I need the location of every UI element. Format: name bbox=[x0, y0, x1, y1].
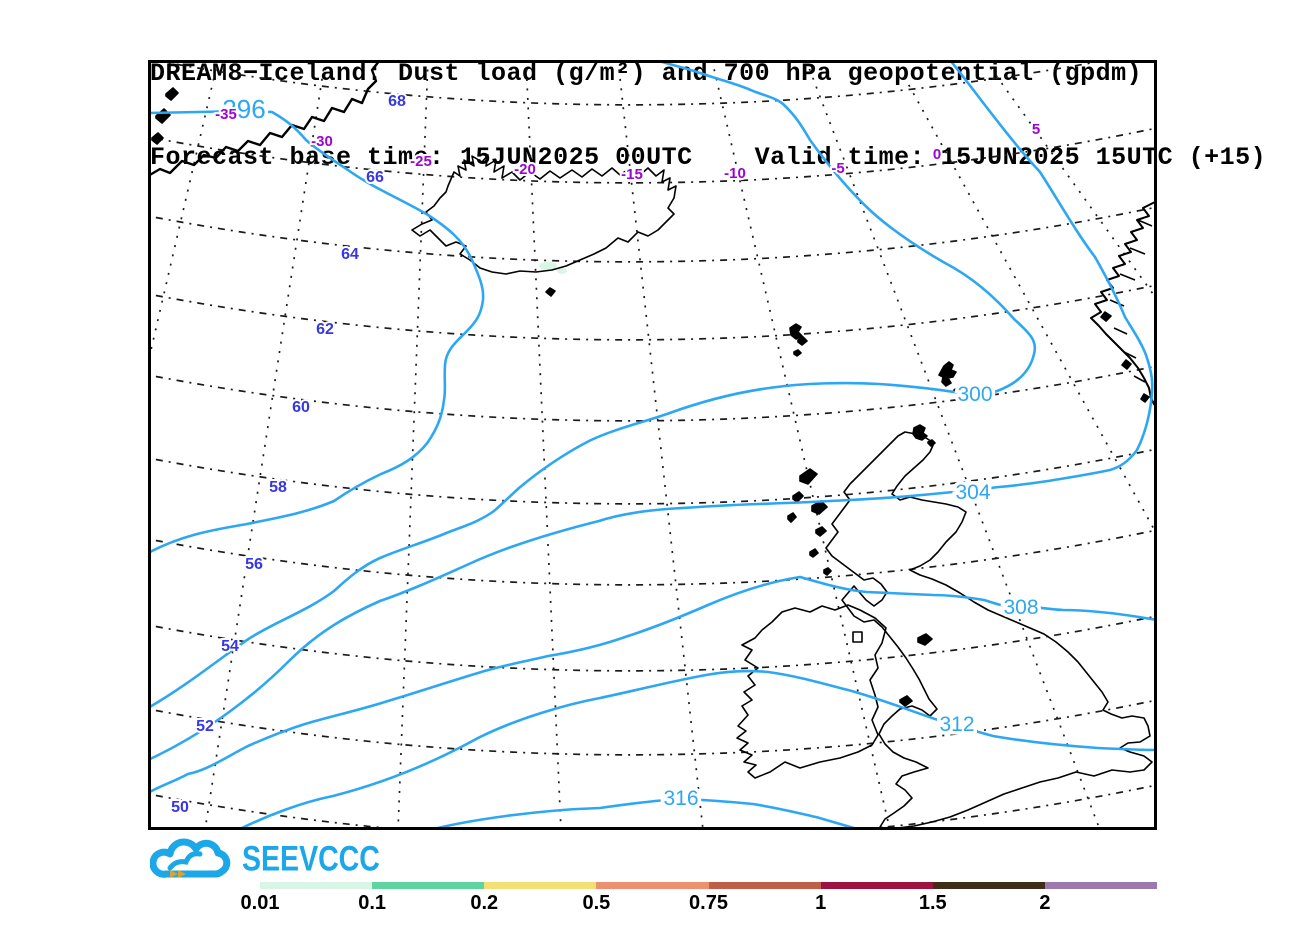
colorbar-tick-0.01: 0.01 bbox=[240, 892, 280, 914]
longitude-label--5: -5 bbox=[831, 160, 844, 177]
seevccc-logo: SEEVCCC bbox=[150, 835, 392, 883]
latitude-gridline bbox=[148, 206, 1157, 263]
colorbar-segment-2 bbox=[484, 882, 597, 889]
longitude-gridline bbox=[397, 60, 429, 830]
longitude-label--20: -20 bbox=[514, 161, 536, 178]
longitude-gridline bbox=[894, 60, 1157, 537]
latitude-label-58: 58 bbox=[269, 479, 287, 496]
longitude-label--15: -15 bbox=[621, 166, 643, 183]
latitude-label-50: 50 bbox=[171, 799, 189, 816]
colorbar-tick-0.1: 0.1 bbox=[358, 892, 387, 914]
plot-title-line2: Forecast base time: 15JUN2025 00UTC Vali… bbox=[150, 143, 1267, 172]
latitude-gridline bbox=[148, 784, 1157, 830]
coastlines bbox=[148, 60, 1157, 830]
iceland-islet bbox=[545, 287, 556, 297]
isle-of-man bbox=[917, 633, 933, 646]
anglesey bbox=[899, 695, 913, 707]
dust-patch bbox=[539, 262, 557, 270]
orkney-islands bbox=[912, 424, 936, 447]
longitude-label--35: -35 bbox=[215, 106, 237, 123]
latitude-gridline bbox=[148, 127, 1157, 184]
latitude-gridline bbox=[148, 448, 1157, 505]
contour-label-312: 312 bbox=[939, 713, 974, 736]
colorbar-segment-1 bbox=[372, 882, 485, 889]
longitude-gridline bbox=[148, 60, 219, 367]
colorbar-segment-3 bbox=[596, 882, 709, 889]
colorbar-tick-0.5: 0.5 bbox=[582, 892, 611, 914]
longitude-gridline bbox=[204, 60, 326, 830]
great-britain-coast bbox=[825, 431, 1153, 830]
longitude-label-0: 0 bbox=[933, 146, 941, 163]
contour-labels: 296 300 304 308 312 316 bbox=[219, 91, 1042, 814]
colorbar-tick-0.2: 0.2 bbox=[470, 892, 499, 914]
hebrides bbox=[787, 468, 832, 576]
contour-line-296 bbox=[148, 109, 485, 555]
latitude-gridline bbox=[148, 60, 1111, 106]
contour-line-312 bbox=[236, 669, 1157, 830]
contour-label-300: 300 bbox=[957, 383, 992, 406]
latitude-label-62: 62 bbox=[316, 321, 334, 338]
forecast-map: 296 300 304 308 312 316 -35 -30 -25 -20 -15 -10 -5 0 5… bbox=[148, 60, 1157, 830]
latitude-label-52: 52 bbox=[196, 718, 214, 735]
latitude-gridline bbox=[148, 529, 1157, 586]
greenland-islet bbox=[151, 87, 179, 145]
colorbar-segment-7 bbox=[1044, 882, 1157, 889]
contour-line-308 bbox=[148, 575, 1157, 795]
latitude-gridline bbox=[148, 699, 1157, 756]
colorbar-tick-1: 1 bbox=[815, 892, 827, 914]
cloud-logo-icon bbox=[150, 838, 231, 878]
graticule bbox=[148, 60, 1157, 830]
latitude-label-64: 64 bbox=[341, 246, 359, 263]
colorbar-segment-5 bbox=[820, 882, 933, 889]
colorbar-tick-1.5: 1.5 bbox=[918, 892, 947, 914]
plot-title-line1: DREAM8−Iceland: Dust load (g/m²) and 700… bbox=[150, 59, 1143, 88]
longitude-label-5: 5 bbox=[1032, 121, 1040, 138]
faroe-islands bbox=[789, 323, 808, 357]
longitude-label--10: -10 bbox=[724, 165, 746, 182]
contour-line-304 bbox=[148, 60, 1154, 762]
norway-islets bbox=[1100, 311, 1150, 403]
longitude-gridline bbox=[984, 60, 1157, 301]
dust-load-colorbar bbox=[260, 882, 1157, 889]
contour-line-316 bbox=[428, 797, 862, 830]
longitude-label--25: -25 bbox=[410, 153, 432, 170]
latitude-label-60: 60 bbox=[292, 399, 310, 416]
colorbar-tick-2: 2 bbox=[1039, 892, 1051, 914]
norway-coast bbox=[1090, 201, 1157, 409]
contour-label-316: 316 bbox=[663, 787, 698, 810]
colorbar-segment-6 bbox=[932, 882, 1045, 889]
latitude-gridline bbox=[148, 284, 1157, 341]
plot-title: DREAM8−Iceland: Dust load (g/m²) and 700… bbox=[150, 4, 1266, 200]
map-border bbox=[148, 60, 1157, 830]
geopotential-contours bbox=[148, 60, 1157, 830]
latitude-label-68: 68 bbox=[388, 93, 406, 110]
latitude-label-56: 56 bbox=[245, 556, 263, 573]
colorbar-segment-0 bbox=[260, 882, 373, 889]
latitude-label-54: 54 bbox=[221, 638, 239, 655]
latitude-label-66: 66 bbox=[366, 169, 384, 186]
contour-label-308: 308 bbox=[1003, 596, 1038, 619]
ireland-coast bbox=[736, 604, 887, 779]
latitude-gridline bbox=[148, 615, 1157, 672]
map-canvas: 296 300 304 308 312 316 -35 -30 -25 -20 -15 -10 -5 0 5… bbox=[148, 60, 1157, 830]
lough-neagh bbox=[852, 631, 863, 643]
longitude-labels: -35 -30 -25 -20 -15 -10 -5 0 5 bbox=[213, 104, 1042, 185]
colorbar-segment-4 bbox=[708, 882, 821, 889]
dust-patches bbox=[539, 262, 567, 274]
latitude-labels: 68 66 64 62 60 58 56 54 52 50 bbox=[169, 91, 408, 818]
colorbar-tick-labels: 0.01 0.1 0.2 0.5 0.75 1 1.5 2 bbox=[241, 892, 1157, 920]
norway-fjords bbox=[1109, 219, 1153, 383]
greenland-coast bbox=[148, 60, 381, 178]
logo-wordmark: SEEVCCC bbox=[242, 838, 380, 879]
iceland-coast bbox=[411, 154, 677, 275]
colorbar-tick-0.75: 0.75 bbox=[689, 892, 728, 914]
longitude-label--30: -30 bbox=[311, 133, 333, 150]
contour-line-300 bbox=[148, 60, 1037, 710]
dust-patch bbox=[557, 268, 567, 274]
contour-label-304: 304 bbox=[955, 481, 990, 504]
contour-label-296: 296 bbox=[222, 94, 265, 124]
